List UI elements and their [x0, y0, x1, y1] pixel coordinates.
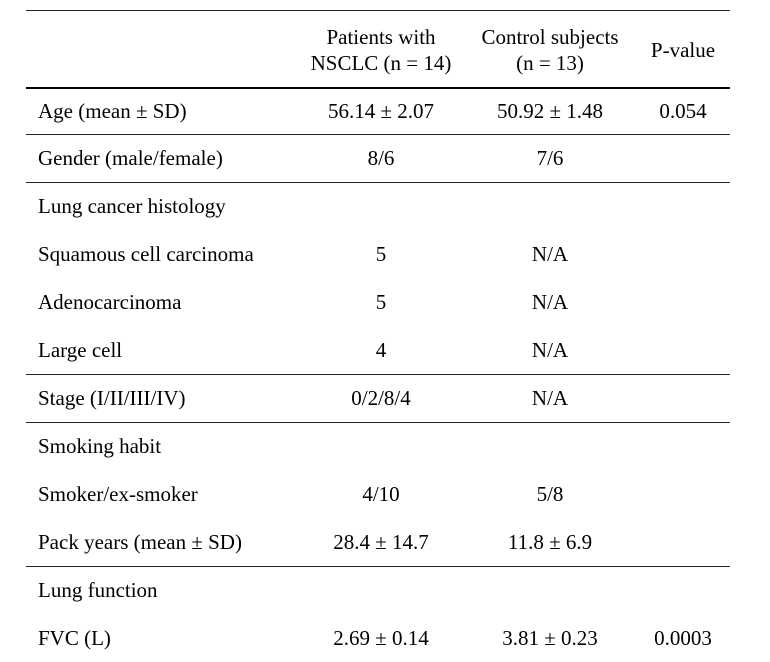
cell-pvalue: 0.054	[636, 87, 730, 135]
cell-pvalue	[636, 374, 730, 423]
cell-pvalue	[636, 134, 730, 183]
table-row: Pack years (mean ± SD) 28.4 ± 14.7 11.8 …	[26, 518, 730, 567]
table-row: Age (mean ± SD) 56.14 ± 2.07 50.92 ± 1.4…	[26, 87, 730, 135]
cell-patients: 0/2/8/4	[298, 374, 464, 423]
table-row: FVC (L) 2.69 ± 0.14 3.81 ± 0.23 0.0003	[26, 614, 730, 662]
header-label	[26, 10, 298, 88]
cell-controls: 5/8	[536, 482, 564, 506]
table-row: Adenocarcinoma 5 N/A	[26, 278, 730, 326]
cell-controls: N/A	[531, 242, 569, 266]
cell-pvalue	[636, 566, 730, 614]
cell-patients	[298, 422, 464, 470]
cell-pvalue	[636, 278, 730, 326]
cell-patients: 8/6	[298, 134, 464, 183]
cell-pvalue	[636, 422, 730, 470]
header-controls: Control subjects (n = 13)	[464, 10, 636, 88]
patient-characteristics-table: Patients with NSCLC (n = 14) Control sub…	[26, 10, 730, 662]
cell-patients: 5	[375, 290, 387, 314]
cell-controls	[464, 422, 636, 470]
cell-patients: 4/10	[362, 482, 400, 506]
cell-pvalue	[636, 470, 730, 518]
cell-pvalue	[636, 230, 730, 278]
row-label: Lung cancer histology	[38, 194, 226, 219]
table-row: Large cell 4 N/A	[26, 326, 730, 375]
cell-controls	[464, 182, 636, 230]
cell-patients: 2.69 ± 0.14	[333, 626, 429, 650]
cell-patients	[298, 566, 464, 614]
cell-pvalue	[636, 326, 730, 375]
table-row: Stage (I/II/III/IV) 0/2/8/4 N/A	[26, 374, 730, 423]
header-pvalue: P-value	[636, 10, 730, 88]
cell-controls: N/A	[531, 290, 569, 314]
header-patients-line2: NSCLC (n = 14)	[310, 51, 452, 75]
table-row: Lung function	[26, 566, 730, 614]
table-row: Smoking habit	[26, 422, 730, 470]
table-row: Gender (male/female) 8/6 7/6	[26, 134, 730, 183]
cell-controls	[464, 566, 636, 614]
row-label: FVC (L)	[38, 626, 111, 650]
cell-pvalue	[636, 182, 730, 230]
cell-controls: 3.81 ± 0.23	[502, 626, 598, 650]
cell-patients: 56.14 ± 2.07	[298, 87, 464, 135]
row-label: Squamous cell carcinoma	[38, 242, 254, 266]
cell-patients: 28.4 ± 14.7	[298, 518, 464, 567]
table-row: Lung cancer histology	[26, 182, 730, 230]
row-label: Gender (male/female)	[26, 134, 298, 183]
cell-patients: 4	[298, 326, 464, 375]
row-label: Smoker/ex-smoker	[38, 482, 198, 506]
row-label: Smoking habit	[38, 434, 162, 459]
header-controls-line2: (n = 13)	[516, 51, 584, 75]
table-header-row: Patients with NSCLC (n = 14) Control sub…	[26, 10, 730, 88]
cell-controls: 50.92 ± 1.48	[464, 87, 636, 135]
cell-patients	[298, 182, 464, 230]
cell-pvalue: 0.0003	[654, 626, 712, 650]
table-row: Squamous cell carcinoma 5 N/A	[26, 230, 730, 278]
row-label: Pack years (mean ± SD)	[26, 518, 298, 567]
row-label: Large cell	[26, 326, 298, 375]
cell-controls: N/A	[464, 374, 636, 423]
header-patients: Patients with NSCLC (n = 14)	[298, 10, 464, 88]
header-controls-line1: Control subjects	[481, 25, 619, 49]
row-label: Stage (I/II/III/IV)	[26, 374, 298, 423]
header-patients-line1: Patients with	[326, 25, 436, 49]
table-row: Smoker/ex-smoker 4/10 5/8	[26, 470, 730, 518]
row-label: Age (mean ± SD)	[26, 87, 298, 135]
row-label: Lung function	[38, 578, 158, 603]
cell-controls: 7/6	[464, 134, 636, 183]
cell-controls: 11.8 ± 6.9	[464, 518, 636, 567]
cell-controls: N/A	[464, 326, 636, 375]
cell-patients: 5	[375, 242, 387, 266]
cell-pvalue	[636, 518, 730, 567]
row-label: Adenocarcinoma	[38, 290, 182, 314]
